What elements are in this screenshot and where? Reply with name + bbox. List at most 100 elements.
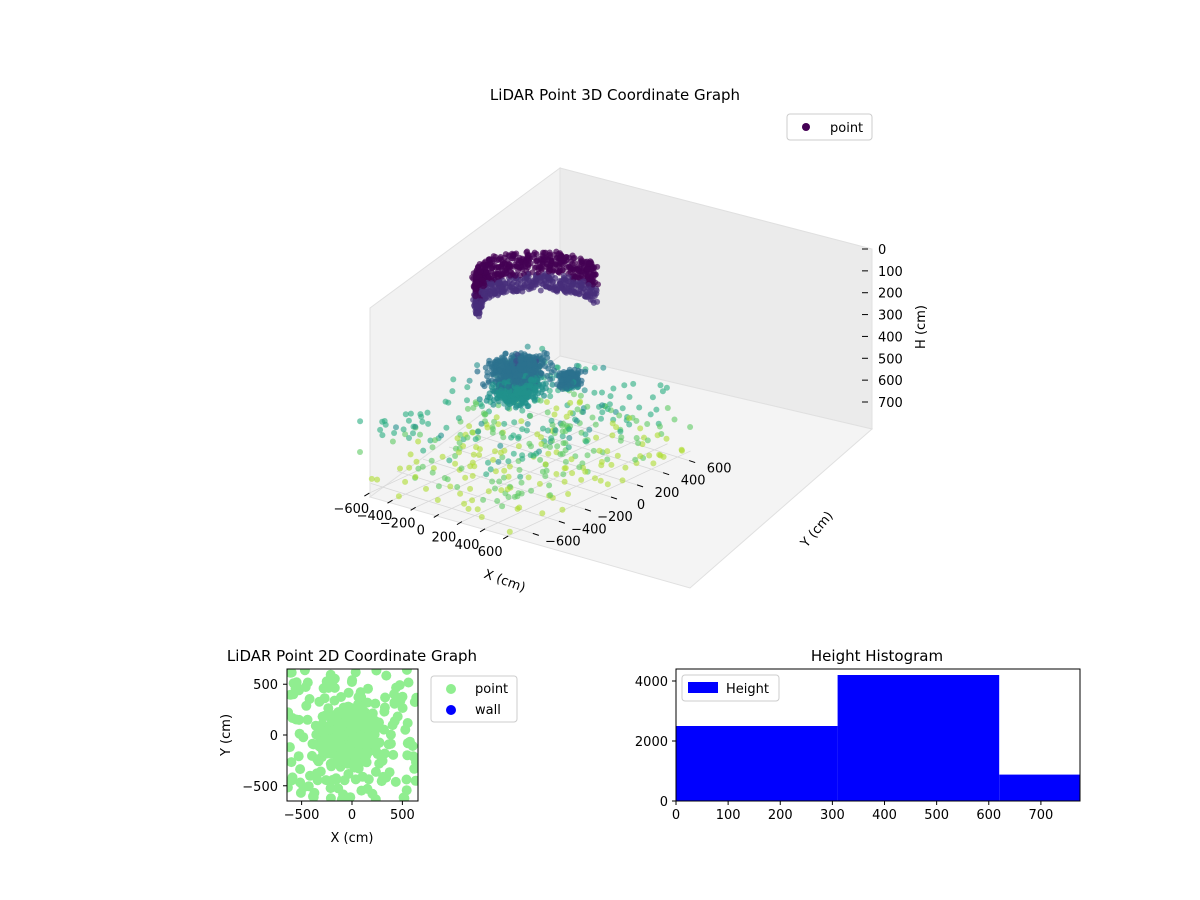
point-2d	[287, 669, 296, 678]
point-3d	[492, 468, 499, 475]
point-2d	[343, 701, 354, 712]
point-3d	[495, 279, 501, 286]
point-3d	[525, 474, 532, 481]
point-3d	[525, 261, 531, 268]
point-3d	[647, 411, 654, 418]
point-3d	[412, 423, 419, 430]
point-3d	[569, 260, 576, 267]
point-3d	[636, 404, 643, 411]
point-3d	[537, 274, 544, 281]
point-3d	[527, 382, 534, 389]
point-3d	[423, 485, 429, 492]
point-3d	[609, 420, 616, 427]
y-tick-label: −500	[242, 780, 278, 795]
chart-3d-z-label: H (cm)	[914, 305, 929, 349]
point-3d	[525, 403, 532, 409]
point-3d	[541, 349, 548, 356]
point-2d	[311, 768, 322, 779]
x-tick-label: 600	[478, 545, 503, 560]
point-3d	[586, 260, 593, 267]
point-3d	[498, 387, 505, 393]
point-3d	[558, 376, 565, 383]
point-3d	[549, 381, 556, 388]
y-tick-label: 4000	[635, 675, 668, 690]
point-3d	[410, 430, 416, 437]
x-tick-label: 0	[417, 523, 425, 538]
point-2d	[325, 793, 336, 801]
point-2d	[350, 669, 361, 678]
point-3d	[524, 252, 531, 259]
point-3d	[546, 482, 553, 489]
chart-2d: LiDAR Point 2D Coordinate Graph −500 0 500…	[219, 647, 518, 846]
point-3d	[554, 443, 561, 450]
point-3d	[518, 479, 525, 486]
point-3d	[663, 384, 670, 391]
point-3d	[506, 528, 513, 535]
point-3d	[591, 364, 598, 371]
point-3d	[626, 394, 633, 400]
point-3d	[505, 367, 512, 374]
point-3d	[512, 397, 519, 404]
histogram-frame	[675, 668, 1081, 802]
point-2d	[343, 687, 354, 698]
point-3d	[518, 418, 525, 425]
point-3d	[530, 251, 537, 258]
point-3d	[536, 480, 543, 487]
point-3d	[430, 465, 437, 472]
point-3d	[528, 487, 535, 494]
point-3d	[554, 287, 561, 293]
point-3d	[476, 396, 483, 403]
point-3d	[429, 469, 436, 476]
point-3d	[480, 381, 486, 388]
point-3d	[485, 378, 492, 385]
point-3d	[432, 437, 438, 444]
point-3d	[464, 397, 470, 404]
point-3d	[368, 475, 375, 482]
point-3d	[569, 370, 576, 377]
point-3d	[528, 283, 535, 290]
point-3d	[438, 432, 445, 439]
point-3d	[534, 377, 541, 384]
chart-2d-legend-point-label: point	[475, 682, 508, 697]
x-tick	[387, 499, 393, 504]
point-3d	[621, 382, 628, 389]
point-3d	[552, 260, 559, 267]
point-3d	[519, 426, 526, 433]
point-3d	[671, 416, 678, 423]
point-3d	[563, 413, 570, 420]
point-2d	[329, 695, 340, 706]
point-3d	[524, 343, 531, 350]
point-2d	[409, 763, 418, 774]
histogram-ticks: 0 100 200 300 400 500 600 700 0 2000 4000	[635, 675, 1053, 823]
point-3d	[407, 451, 414, 458]
point-3d	[490, 456, 497, 463]
point-3d	[516, 372, 523, 379]
point-3d	[444, 476, 451, 483]
point-3d	[593, 434, 600, 441]
point-2d	[350, 761, 361, 772]
point-2d	[314, 696, 325, 707]
point-3d	[592, 475, 598, 482]
point-3d	[553, 471, 560, 477]
point-3d	[452, 460, 459, 467]
point-3d	[618, 434, 625, 441]
point-3d	[464, 405, 471, 412]
point-3d	[630, 380, 637, 387]
point-3d	[473, 279, 480, 286]
point-2d	[308, 739, 319, 750]
chart-2d-x-label: X (cm)	[331, 831, 374, 846]
point-3d	[499, 503, 506, 510]
y-tick-label: 0	[660, 795, 668, 810]
z-tick-label: 0	[878, 243, 886, 258]
point-3d	[561, 465, 568, 472]
point-3d	[577, 392, 584, 399]
point-3d	[374, 476, 381, 483]
point-3d	[544, 409, 551, 416]
chart-2d-legend: point wall	[430, 675, 518, 723]
chart-3d-x-label: X (cm)	[482, 567, 528, 596]
point-3d	[494, 270, 501, 277]
point-3d	[565, 491, 572, 497]
point-2d	[288, 689, 299, 700]
point-3d	[599, 402, 606, 409]
point-3d	[543, 399, 550, 405]
